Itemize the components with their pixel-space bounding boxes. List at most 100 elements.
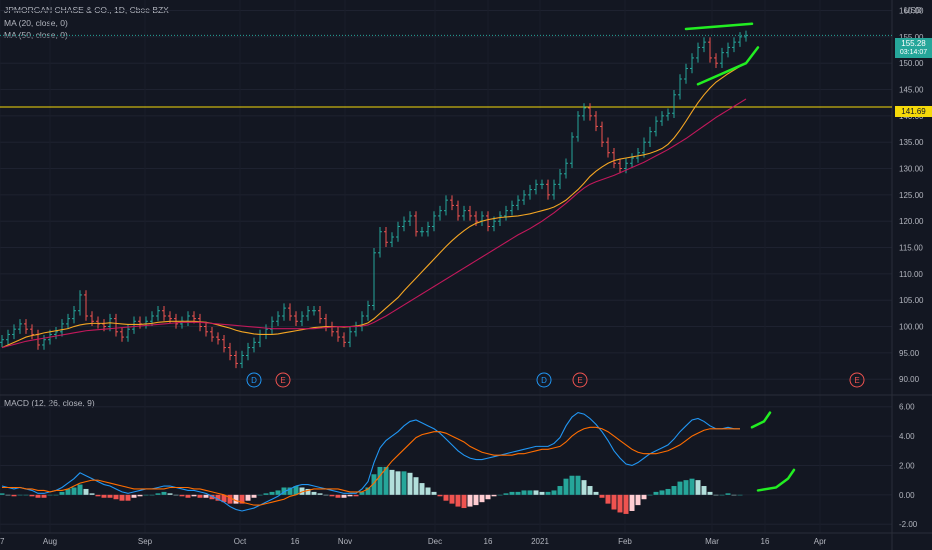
macd-histogram-bar: [713, 494, 719, 496]
macd-histogram-bar: [107, 494, 113, 498]
last-price-tag: 155.28 03:14:07: [895, 38, 932, 58]
time-tick-label: Dec: [428, 537, 442, 546]
macd-histogram-bar: [581, 480, 587, 495]
macd-histogram-bar: [23, 494, 29, 496]
price-tick-label: 150.00: [899, 59, 924, 68]
macd-histogram-bar: [503, 493, 509, 495]
macd-histogram-bar: [623, 494, 629, 514]
price-tick-label: 90.00: [899, 375, 920, 384]
event-marker-label: E: [854, 376, 859, 385]
grid: [0, 10, 892, 525]
ohlc-bar: [516, 195, 520, 211]
macd-histogram-bar: [305, 488, 311, 495]
price-tick-label: 145.00: [899, 86, 924, 95]
macd-histogram-bar: [215, 494, 221, 501]
ohlc-bar: [522, 190, 526, 205]
macd-histogram-bar: [263, 493, 269, 495]
macd-histogram-bar: [545, 491, 551, 495]
ohlc-bar: [162, 305, 166, 321]
macd-histogram-bar: [371, 474, 377, 495]
macd-histogram-bar: [701, 486, 707, 495]
macd-histogram-bar: [83, 488, 89, 495]
macd-histogram-bar: [233, 494, 239, 504]
macd-histogram-bar: [293, 486, 299, 495]
macd-histogram-bar: [533, 490, 539, 495]
countdown-value: 03:14:07: [899, 49, 928, 56]
macd-line: [1, 412, 740, 512]
ohlc-bar: [630, 153, 634, 169]
ohlc-bar: [156, 305, 160, 321]
ma50-line: [1, 98, 747, 349]
time-tick-label: 2021: [531, 537, 549, 546]
macd-histogram-bar: [335, 494, 341, 498]
macd-histogram-bar: [287, 487, 293, 495]
macd-legend[interactable]: MACD (12, 26, close, 9): [4, 398, 95, 408]
macd-histogram-bar: [389, 469, 395, 495]
ma20-legend[interactable]: MA (20, close, 0): [4, 18, 68, 28]
ohlc-bar: [360, 311, 364, 332]
ohlc-bar: [612, 147, 616, 169]
ohlc-bar: [390, 232, 394, 248]
macd-histogram-bar: [119, 494, 125, 501]
macd-histogram-bar: [689, 478, 695, 495]
ohlc-bar: [600, 121, 604, 147]
macd-histogram-bar: [5, 494, 11, 496]
macd-histogram-bar: [509, 491, 515, 495]
macd-histogram-bar: [557, 486, 563, 495]
macd-histogram-bar: [467, 494, 473, 507]
price-tick-label: 125.00: [899, 191, 924, 200]
macd-histogram-bar: [71, 487, 77, 495]
macd-histogram-bar: [587, 486, 593, 495]
ohlc-bar: [0, 334, 4, 348]
ma20-line: [1, 62, 747, 349]
ohlc-bar: [696, 42, 700, 63]
ohlc-bar: [66, 313, 70, 329]
macd-histogram-bar: [401, 471, 407, 495]
macd-tick-label: 6.00: [899, 403, 915, 412]
symbol-legend[interactable]: JPMORGAN CHASE & CO., 1D, Cboe BZX: [4, 5, 169, 15]
ohlc-bar: [690, 53, 694, 74]
macd-histogram-bar: [395, 471, 401, 495]
macd-histogram-bar: [431, 491, 437, 495]
event-marker-circle: [275, 372, 291, 388]
ohlc-bar: [552, 179, 556, 200]
ma50-legend[interactable]: MA (50, close, 0): [4, 30, 68, 40]
ohlc-bar: [330, 321, 334, 337]
ohlc-bar: [240, 350, 244, 369]
ohlc-bar: [18, 319, 22, 334]
macd-histogram-bar: [665, 488, 671, 495]
ohlc-bar: [252, 337, 256, 353]
ohlc-bar: [594, 111, 598, 132]
time-tick-label: Mar: [705, 537, 719, 546]
macd-projection: [750, 411, 772, 429]
macd-histogram-bar: [341, 494, 347, 498]
macd-histogram-bar: [347, 494, 353, 497]
macd-histogram-bar: [77, 484, 83, 495]
ohlc-bar: [384, 226, 388, 248]
macd-histogram-bar: [647, 494, 653, 496]
macd-tick-label: -2.00: [899, 520, 918, 529]
macd-histogram-bar: [725, 493, 731, 495]
macd-histogram-bar: [311, 491, 317, 495]
macd-histogram-bar: [641, 494, 647, 500]
ohlc-bar: [414, 211, 418, 237]
ohlc-bar: [438, 205, 442, 221]
macd-histogram-bar: [35, 494, 41, 498]
macd-histogram-bar: [611, 494, 617, 510]
ohlc-bar: [660, 111, 664, 126]
macd-histogram-bar: [299, 487, 305, 495]
time-tick-label: 7: [0, 537, 5, 546]
last-price-value: 155.28: [901, 39, 926, 48]
macd-histogram-bar: [185, 494, 191, 498]
ohlc-bar: [546, 179, 550, 200]
ohlc-bar: [498, 211, 502, 226]
macd-histogram-bar: [569, 475, 575, 495]
macd-histogram-bar: [707, 491, 713, 495]
event-marker-earnings: E: [572, 372, 588, 388]
ohlc-bar: [342, 332, 346, 348]
ohlc-bar: [564, 158, 568, 179]
ohlc-bar: [30, 324, 34, 340]
ohlc-bar: [654, 116, 658, 137]
macd-histogram-bar: [437, 494, 443, 497]
